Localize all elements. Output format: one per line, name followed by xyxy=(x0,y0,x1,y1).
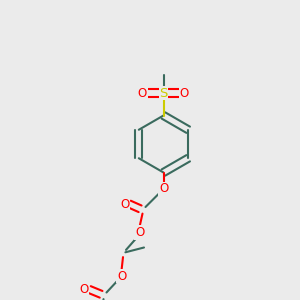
Text: O: O xyxy=(138,86,147,100)
Text: S: S xyxy=(159,86,168,100)
Text: O: O xyxy=(135,226,144,239)
Text: O: O xyxy=(120,197,129,211)
Text: O: O xyxy=(180,86,189,100)
Text: O: O xyxy=(80,283,88,296)
Text: O: O xyxy=(117,269,126,283)
Text: O: O xyxy=(159,182,168,196)
